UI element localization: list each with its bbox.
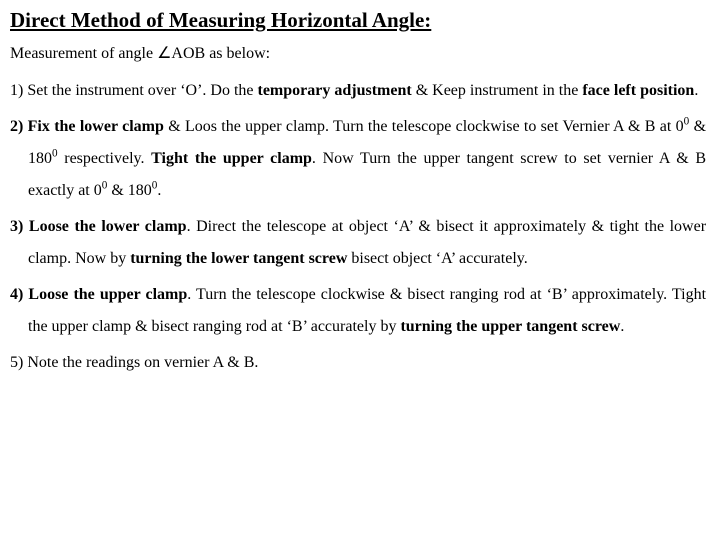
step-number: 4) [10, 286, 28, 303]
step-text: & 180 [107, 182, 151, 199]
step-5: 5) Note the readings on vernier A & B. [10, 347, 706, 379]
step-bold: Loose the upper clamp [28, 286, 187, 303]
step-text: respectively. [58, 150, 152, 167]
step-text: . [694, 82, 698, 99]
step-text: & Loos the upper clamp. Turn the telesco… [164, 118, 684, 135]
step-bold: Tight the upper clamp [151, 150, 312, 167]
step-text: . [620, 318, 624, 335]
page-title: Direct Method of Measuring Horizontal An… [10, 8, 706, 33]
step-number: 2) [10, 118, 28, 135]
step-number: 5) [10, 354, 27, 371]
step-bold: face left position [582, 82, 694, 99]
step-number: 3) [10, 218, 29, 235]
document-page: Direct Method of Measuring Horizontal An… [0, 0, 720, 391]
step-text: Note the readings on vernier A & B. [27, 354, 258, 371]
step-3: 3) Loose the lower clamp. Direct the tel… [10, 211, 706, 275]
step-2: 2) Fix the lower clamp & Loos the upper … [10, 111, 706, 207]
step-text: bisect object ‘A’ accurately. [347, 250, 527, 267]
step-4: 4) Loose the upper clamp. Turn the teles… [10, 279, 706, 343]
step-bold: Loose the lower clamp [29, 218, 187, 235]
step-text: & Keep instrument in the [412, 82, 583, 99]
step-number: 1) [10, 82, 27, 99]
step-text: . [157, 182, 161, 199]
step-bold: turning the upper tangent screw [400, 318, 620, 335]
intro-angle: ∠AOB [157, 45, 205, 62]
intro-line: Measurement of angle ∠AOB as below: [10, 43, 706, 63]
intro-prefix: Measurement of angle [10, 45, 157, 62]
step-bold: Fix the lower clamp [28, 118, 164, 135]
step-bold: turning the lower tangent screw [130, 250, 347, 267]
step-bold: temporary adjustment [258, 82, 412, 99]
intro-suffix: as below: [205, 45, 270, 62]
step-1: 1) Set the instrument over ‘O’. Do the t… [10, 75, 706, 107]
step-text: Set the instrument over ‘O’. Do the [27, 82, 257, 99]
